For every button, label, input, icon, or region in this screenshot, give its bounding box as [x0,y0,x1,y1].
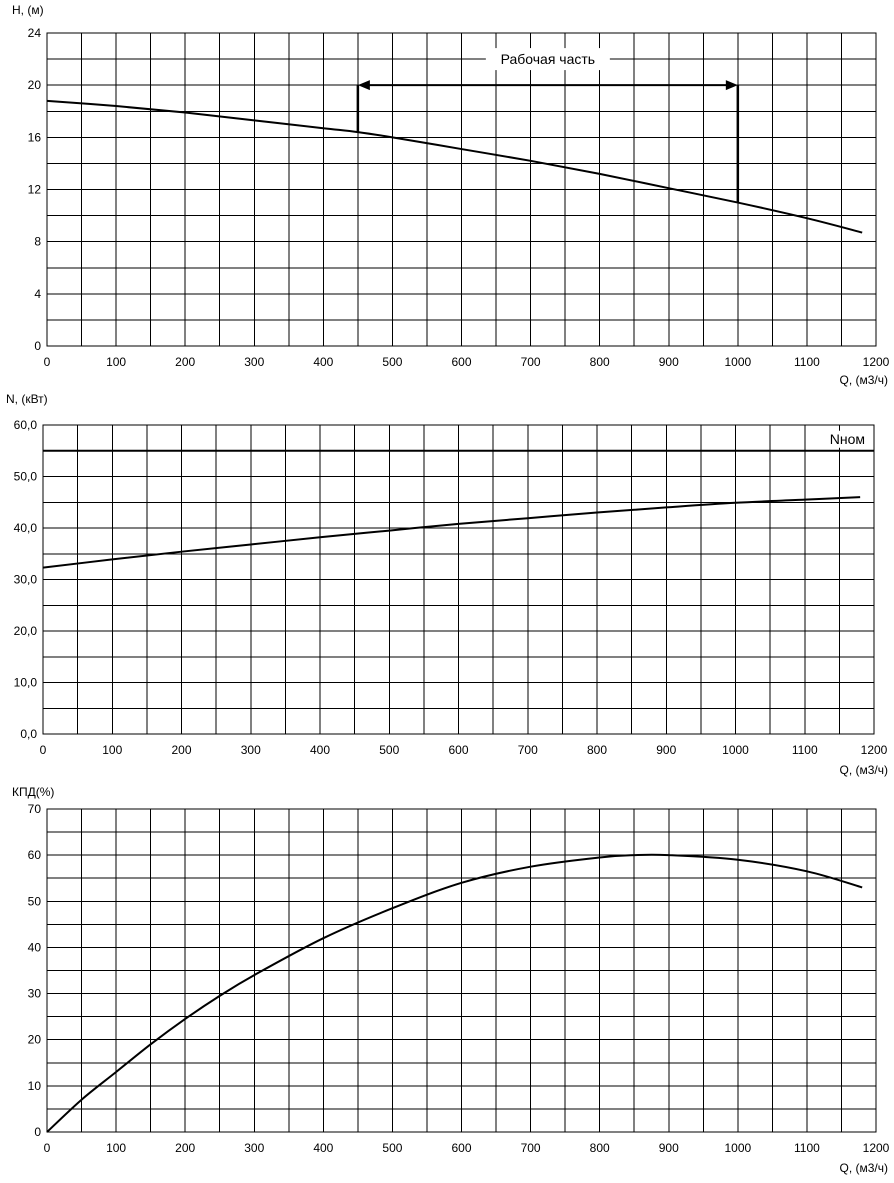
power-y-tick-label: 0,0 [20,727,37,741]
head-x-tick-label: 700 [521,355,541,369]
efficiency-y-tick-label: 60 [28,848,42,862]
power-y-tick-labels: 0,0 10,0 20,0 30,0 40,0 50,0 60,0 [14,418,38,741]
power-x-tick-label: 0 [40,743,47,757]
head-curve [46,99,863,234]
power-x-tick-label: 200 [171,743,191,757]
efficiency-x-tick-label: 800 [590,1141,610,1155]
power-x-axis-label: Q, (м3/ч) [839,763,888,777]
power-y-tick-label: 20,0 [14,624,38,638]
efficiency-x-tick-label: 600 [451,1141,471,1155]
head-y-tick-label: 12 [28,183,42,197]
power-y-tick-label: 30,0 [14,573,38,587]
power-x-tick-label: 400 [310,743,330,757]
head-y-tick-label: 16 [28,130,42,144]
head-x-tick-label: 1000 [724,355,751,369]
nominal-power-label-bg [822,430,868,448]
head-x-tick-label: 600 [451,355,471,369]
efficiency-x-tick-labels: 0 100 200 300 400 500 600 700 800 900 1000 1100 1200 [44,1141,890,1155]
efficiency-x-axis-label: Q, (м3/ч) [839,1161,888,1175]
head-x-tick-label: 800 [590,355,610,369]
head-x-tick-label: 0 [44,355,51,369]
efficiency-y-tick-label: 20 [28,1033,42,1047]
power-y-tick-label: 40,0 [14,521,38,535]
head-x-tick-label: 1100 [794,355,820,369]
efficiency-chart: 0 100 200 300 400 500 600 700 800 900 1000 1100 1200… [12,785,890,1175]
working-range-arrow-left-head [357,80,370,91]
head-y-tick-label: 8 [34,235,41,249]
head-x-tick-label: 500 [382,355,402,369]
efficiency-grid [47,809,876,1132]
efficiency-y-axis-label: КПД(%) [12,785,54,799]
working-range-label: Рабочая часть [501,51,596,67]
head-x-tick-label: 900 [659,355,679,369]
power-x-tick-label: 900 [656,743,676,757]
head-x-tick-label: 400 [313,355,333,369]
head-y-tick-label: 0 [34,339,41,353]
efficiency-y-tick-label: 40 [28,940,42,954]
head-x-axis-label: Q, (м3/ч) [839,373,888,387]
efficiency-y-tick-label: 50 [28,894,42,908]
efficiency-x-tick-label: 0 [44,1141,51,1155]
efficiency-series [46,853,863,1133]
efficiency-y-tick-label: 10 [28,1079,42,1093]
efficiency-x-tick-label: 100 [106,1141,126,1155]
head-x-tick-label: 100 [106,355,126,369]
head-x-tick-label: 1200 [863,355,890,369]
power-y-tick-label: 10,0 [14,676,38,690]
efficiency-x-tick-label: 1000 [724,1141,751,1155]
head-y-tick-label: 4 [34,287,41,301]
power-x-tick-label: 600 [448,743,468,757]
head-x-tick-label: 200 [175,355,195,369]
working-range-arrow-right-head [725,80,738,91]
efficiency-x-tick-label: 900 [659,1141,679,1155]
efficiency-x-tick-label: 1100 [794,1141,820,1155]
power-curve [42,496,861,569]
power-x-tick-label: 1200 [861,743,888,757]
efficiency-x-tick-label: 200 [175,1141,195,1155]
head-y-tick-label: 24 [28,26,42,40]
power-y-tick-label: 50,0 [14,470,38,484]
efficiency-y-tick-label: 0 [34,1125,41,1139]
efficiency-x-tick-label: 300 [244,1141,264,1155]
efficiency-y-tick-label: 30 [28,987,42,1001]
power-y-tick-label: 60,0 [14,418,38,432]
head-grid [47,33,876,346]
head-y-tick-labels: 0 4 8 12 16 20 24 [28,26,42,353]
power-x-tick-labels: 0 100 200 300 400 500 600 700 800 900 1000 1100 1200 [40,743,888,757]
power-series [42,496,861,569]
power-x-tick-label: 100 [102,743,122,757]
power-y-axis-label: N, (кВт) [6,392,48,406]
working-range-annotation: Рабочая часть [356,48,740,203]
nominal-power-label: Nном [830,431,865,447]
power-x-tick-label: 1100 [792,743,818,757]
efficiency-y-tick-label: 70 [28,802,42,816]
nominal-power-line-group: Nном [43,430,874,452]
power-grid [43,425,874,734]
power-x-tick-label: 1000 [722,743,749,757]
power-x-tick-label: 300 [241,743,261,757]
power-x-tick-label: 800 [587,743,607,757]
efficiency-y-tick-labels: 0 10 20 30 40 50 60 70 [28,802,42,1139]
efficiency-x-tick-label: 500 [382,1141,402,1155]
power-x-tick-label: 500 [379,743,399,757]
head-x-tick-labels: 0 100 200 300 400 500 600 700 800 900 1000 1100 1200 [44,355,890,369]
head-x-tick-label: 300 [244,355,264,369]
head-y-tick-label: 20 [28,78,42,92]
head-series [46,99,863,234]
efficiency-curve [46,853,863,1133]
efficiency-x-tick-label: 700 [521,1141,541,1155]
working-range-label-bg [485,48,610,71]
head-chart: 0 100 200 300 400 500 600 700 800 900 1000 1100 1200… [12,3,890,387]
power-x-tick-label: 700 [518,743,538,757]
efficiency-x-tick-label: 400 [313,1141,333,1155]
efficiency-x-tick-label: 1200 [863,1141,890,1155]
head-y-axis-label: H, (м) [12,3,44,17]
power-chart: 0 100 200 300 400 500 600 700 800 900 1000 1100 1200… [6,392,888,777]
